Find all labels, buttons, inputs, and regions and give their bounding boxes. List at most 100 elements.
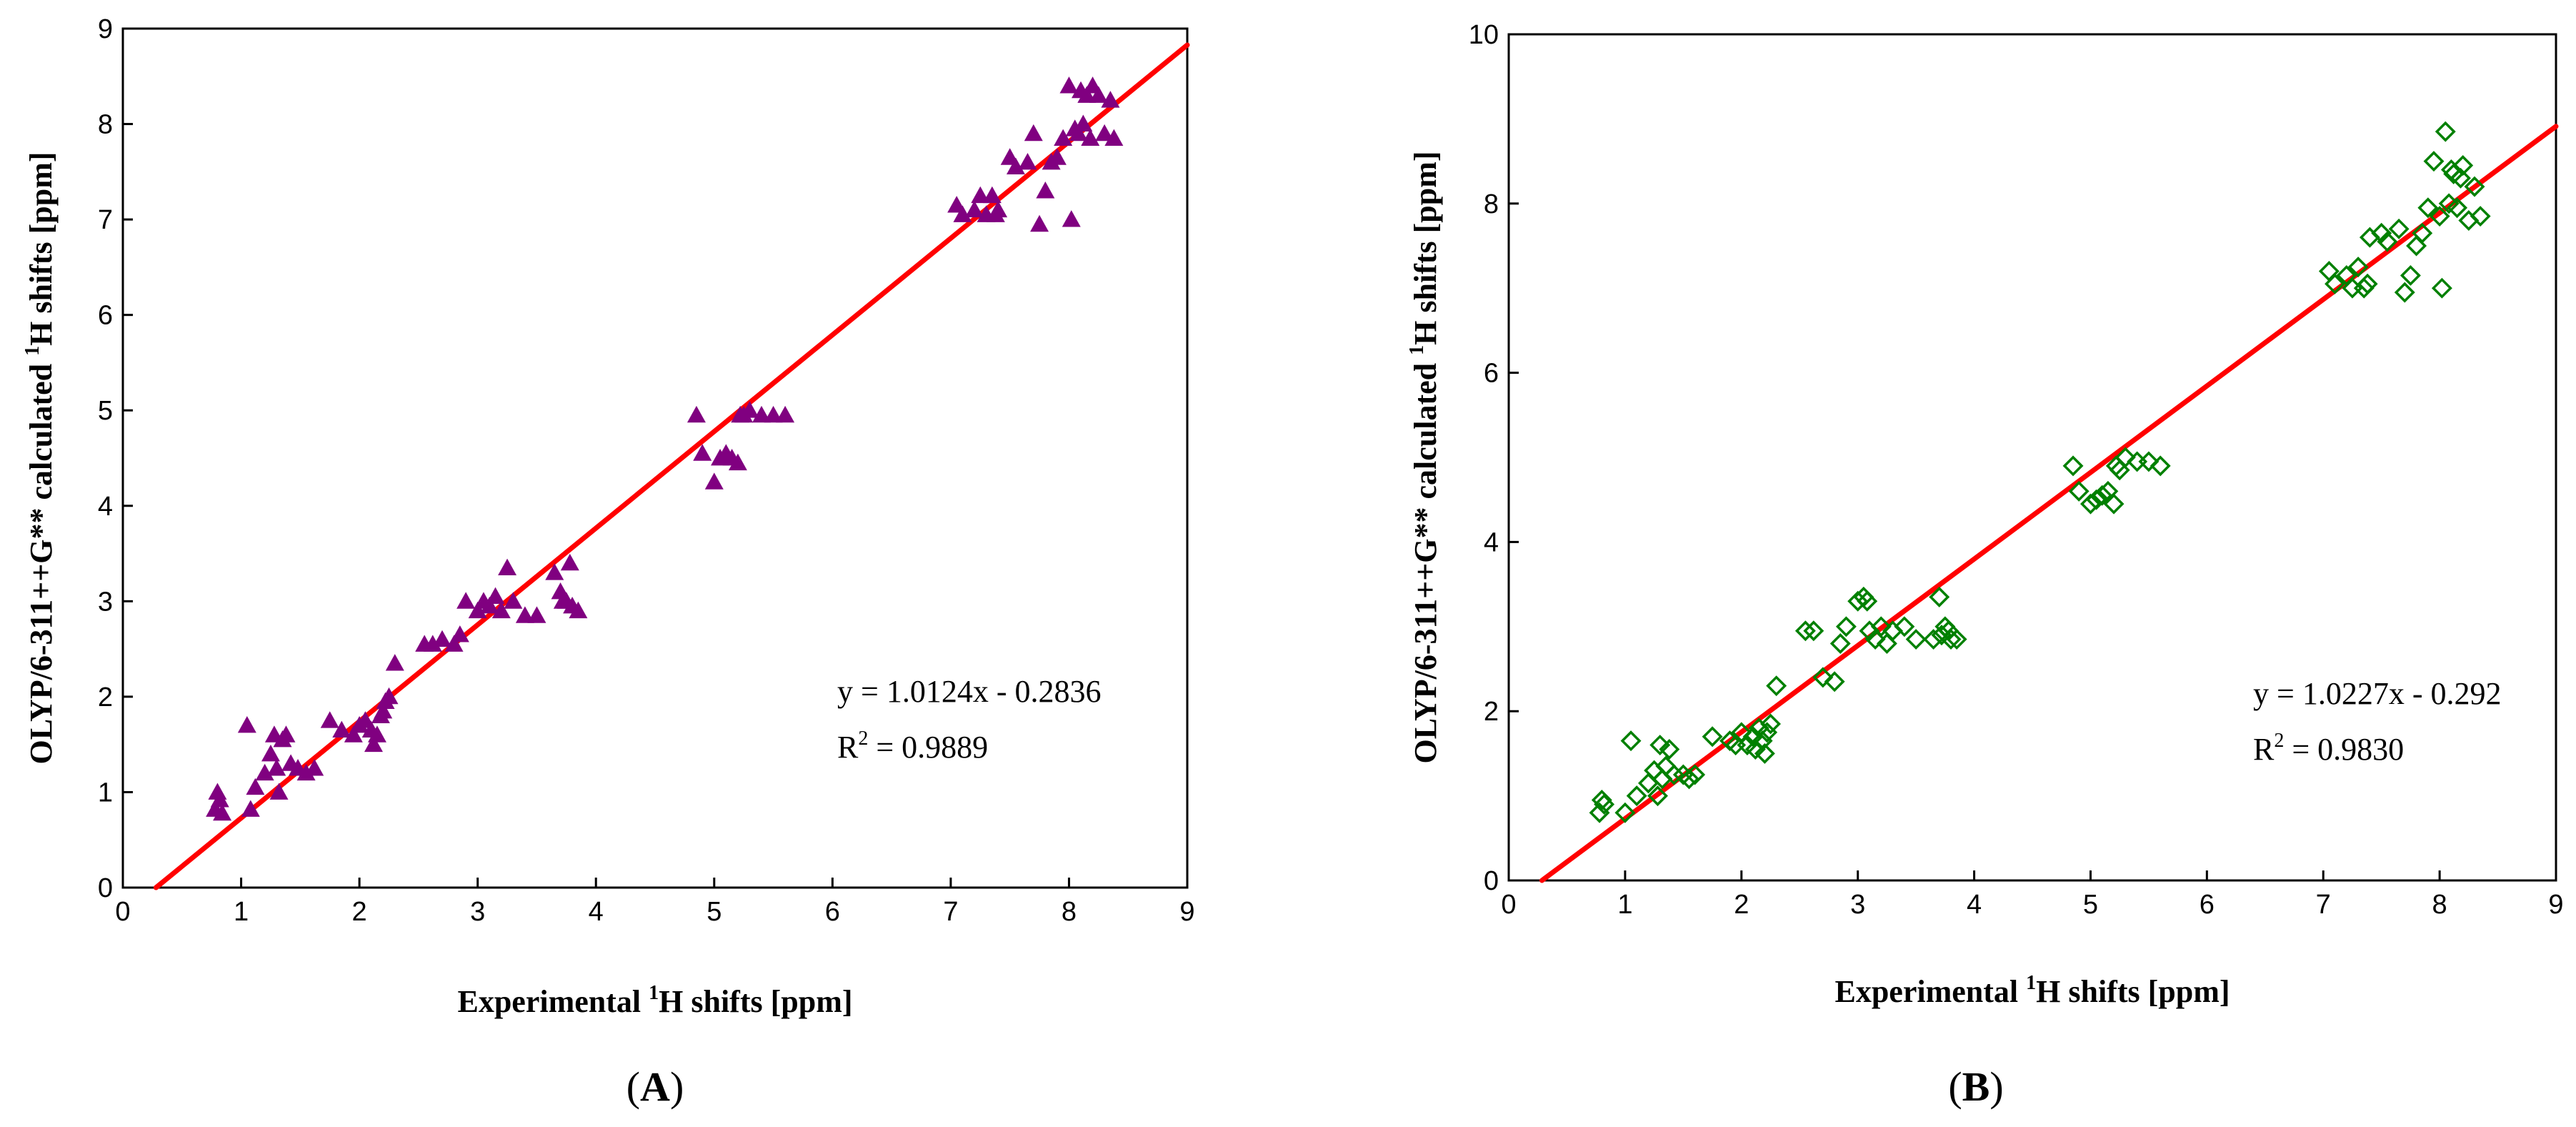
data-point-a-6: [246, 778, 265, 795]
data-point-a-83: [1059, 76, 1079, 94]
equation-label-a: y = 1.0124x - 0.2836: [837, 674, 1101, 709]
x-tick-label-a-8: 8: [1062, 897, 1077, 927]
y-tick-label-b-0: 0: [1484, 866, 1499, 896]
x-tick-label-b-5: 5: [2083, 890, 2098, 920]
data-point-b-52: [1946, 629, 1967, 650]
y-tick-label-a-6: 6: [98, 301, 113, 331]
panel-a: 0 1 2 3 4 5 6 7 8 9 0 1 2 3 4 5 6 7 8 9 Experimental 1H shi…: [21, 14, 1195, 1110]
y-axis-title-b: OLYP/6-311++G** calculated 1H shifts [pp…: [1406, 151, 1443, 763]
y-tick-label-b-5: 10: [1469, 20, 1499, 50]
data-point-b-45: [1905, 629, 1927, 650]
data-point-a-53: [687, 405, 706, 423]
data-point-b-74: [2371, 222, 2392, 244]
data-point-b-90: [2450, 167, 2471, 189]
data-point-a-65: [776, 405, 795, 423]
data-point-b-46: [1923, 629, 1945, 650]
panel-label-a: (A): [626, 1063, 684, 1110]
x-tick-label-a-3: 3: [470, 897, 485, 927]
x-tick-label-a-7: 7: [943, 897, 958, 927]
data-point-a-50: [560, 553, 579, 571]
data-point-a-43: [504, 592, 523, 609]
data-point-a-93: [1095, 124, 1114, 142]
data-point-a-37: [468, 601, 487, 619]
data-point-a-67: [953, 205, 972, 222]
x-tick-label-b-8: 8: [2432, 890, 2447, 920]
x-tick-label-b-1: 1: [1617, 890, 1632, 920]
data-point-b-53: [2062, 455, 2084, 477]
data-point-b-59: [2103, 493, 2125, 515]
data-point-a-34: [444, 635, 464, 652]
data-point-a-19: [332, 720, 351, 738]
data-point-a-3: [213, 803, 232, 821]
data-point-a-89: [1077, 86, 1097, 103]
data-point-b-55: [2080, 493, 2101, 515]
data-point-a-30: [385, 654, 404, 671]
data-point-a-18: [320, 711, 339, 728]
r-squared-label-b: R2 = 0.9830: [2253, 730, 2404, 767]
data-points-a: [206, 76, 1124, 821]
data-point-b-75: [2377, 231, 2398, 252]
data-point-b-78: [2400, 264, 2421, 286]
data-point-a-69: [971, 186, 990, 204]
data-point-a-33: [433, 630, 451, 647]
y-tick-label-a-4: 4: [98, 492, 113, 522]
y-tick-label-a-5: 5: [98, 396, 113, 426]
x-tick-label-b-7: 7: [2316, 890, 2331, 920]
x-tick-label-b-3: 3: [1850, 890, 1865, 920]
data-point-b-77: [2394, 282, 2415, 303]
data-point-b-84: [2431, 277, 2452, 299]
data-point-b-35: [1835, 616, 1857, 637]
y-tick-label-a-9: 9: [98, 14, 113, 44]
data-point-a-78: [1030, 214, 1049, 232]
x-tick-label-a-9: 9: [1179, 897, 1194, 927]
data-point-b-29: [1766, 675, 1787, 697]
data-point-a-59: [728, 453, 747, 471]
x-tick-label-a-4: 4: [589, 897, 604, 927]
data-points-b: [1589, 121, 2491, 823]
data-point-a-2: [210, 790, 229, 808]
fit-line-b: [1539, 124, 2559, 883]
data-point-b-33: [1824, 671, 1845, 692]
data-point-b-56: [2086, 489, 2107, 510]
data-point-a-94: [1101, 91, 1120, 108]
data-point-b-4: [1620, 730, 1642, 752]
data-point-a-24: [364, 735, 383, 753]
data-point-b-64: [2138, 451, 2160, 472]
data-point-b-44: [1894, 616, 1915, 637]
y-tick-label-a-8: 8: [98, 110, 113, 140]
data-point-b-3: [1614, 802, 1636, 823]
x-axis-title-b: Experimental 1H shifts [ppm]: [1834, 972, 2230, 1009]
data-point-b-9: [1649, 735, 1671, 756]
data-point-b-32: [1812, 667, 1834, 688]
data-point-a-44: [515, 606, 534, 623]
data-point-a-79: [1036, 182, 1055, 199]
data-point-a-10: [267, 759, 286, 776]
data-point-b-57: [2092, 485, 2113, 506]
data-point-b-71: [2353, 277, 2375, 299]
data-point-a-68: [965, 200, 984, 218]
fit-line-group-b: [1539, 124, 2559, 883]
r-squared-label-a: R2 = 0.9889: [837, 728, 988, 765]
y-tick-label-a-1: 1: [98, 778, 113, 808]
data-point-a-5: [241, 800, 260, 817]
data-point-b-83: [2429, 206, 2450, 227]
y-tick-label-b-1: 2: [1484, 697, 1499, 727]
x-tick-label-a-2: 2: [352, 897, 367, 927]
data-point-b-0: [1589, 802, 1610, 823]
data-point-a-86: [1069, 124, 1088, 142]
data-point-a-71: [982, 186, 1002, 204]
data-point-b-54: [2068, 480, 2090, 502]
y-tick-label-a-0: 0: [98, 873, 113, 903]
data-point-a-36: [456, 592, 476, 609]
data-point-b-89: [2447, 197, 2468, 219]
data-point-a-64: [764, 405, 783, 423]
data-point-b-8: [1647, 785, 1668, 807]
data-point-b-82: [2423, 151, 2445, 172]
data-point-b-13: [1663, 764, 1684, 785]
data-point-a-75: [1006, 157, 1025, 175]
data-point-a-55: [704, 472, 724, 490]
data-point-b-26: [1754, 743, 1775, 764]
data-point-a-40: [486, 587, 505, 605]
x-tick-label-a-5: 5: [707, 897, 722, 927]
